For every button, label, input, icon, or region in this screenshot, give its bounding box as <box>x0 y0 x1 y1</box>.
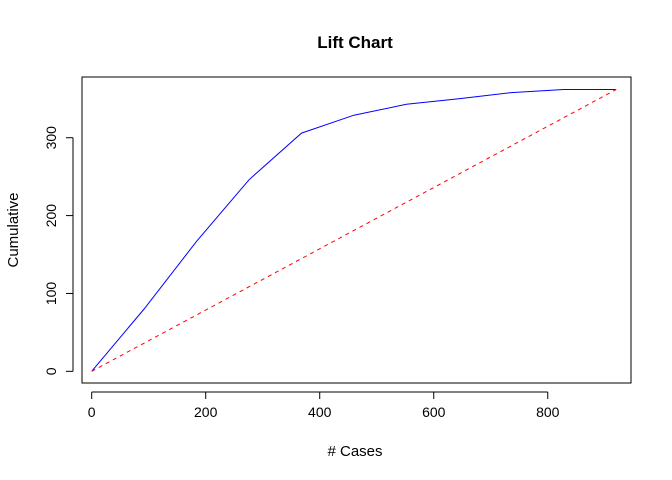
x-tick-label: 600 <box>422 404 446 420</box>
plot-frame <box>81 76 632 384</box>
x-tick-label: 0 <box>88 404 96 420</box>
baseline-series-line <box>91 89 617 372</box>
y-tick-label: 300 <box>43 126 59 150</box>
x-tick-label: 200 <box>194 404 218 420</box>
x-axis: 0 200 400 600 800 <box>88 391 560 420</box>
y-tick-label: 100 <box>43 282 59 306</box>
lift-series-line <box>91 89 617 372</box>
y-tick-label: 0 <box>43 367 59 375</box>
x-tick-label: 400 <box>308 404 332 420</box>
y-tick-label: 200 <box>43 204 59 228</box>
series-layer <box>91 89 617 372</box>
x-axis-label: # Cases <box>327 443 382 460</box>
x-tick-label: 800 <box>536 404 560 420</box>
chart-title: Lift Chart <box>317 33 393 52</box>
y-axis-label: Cumulative <box>5 192 22 267</box>
y-axis: 0 100 200 300 <box>43 126 74 375</box>
